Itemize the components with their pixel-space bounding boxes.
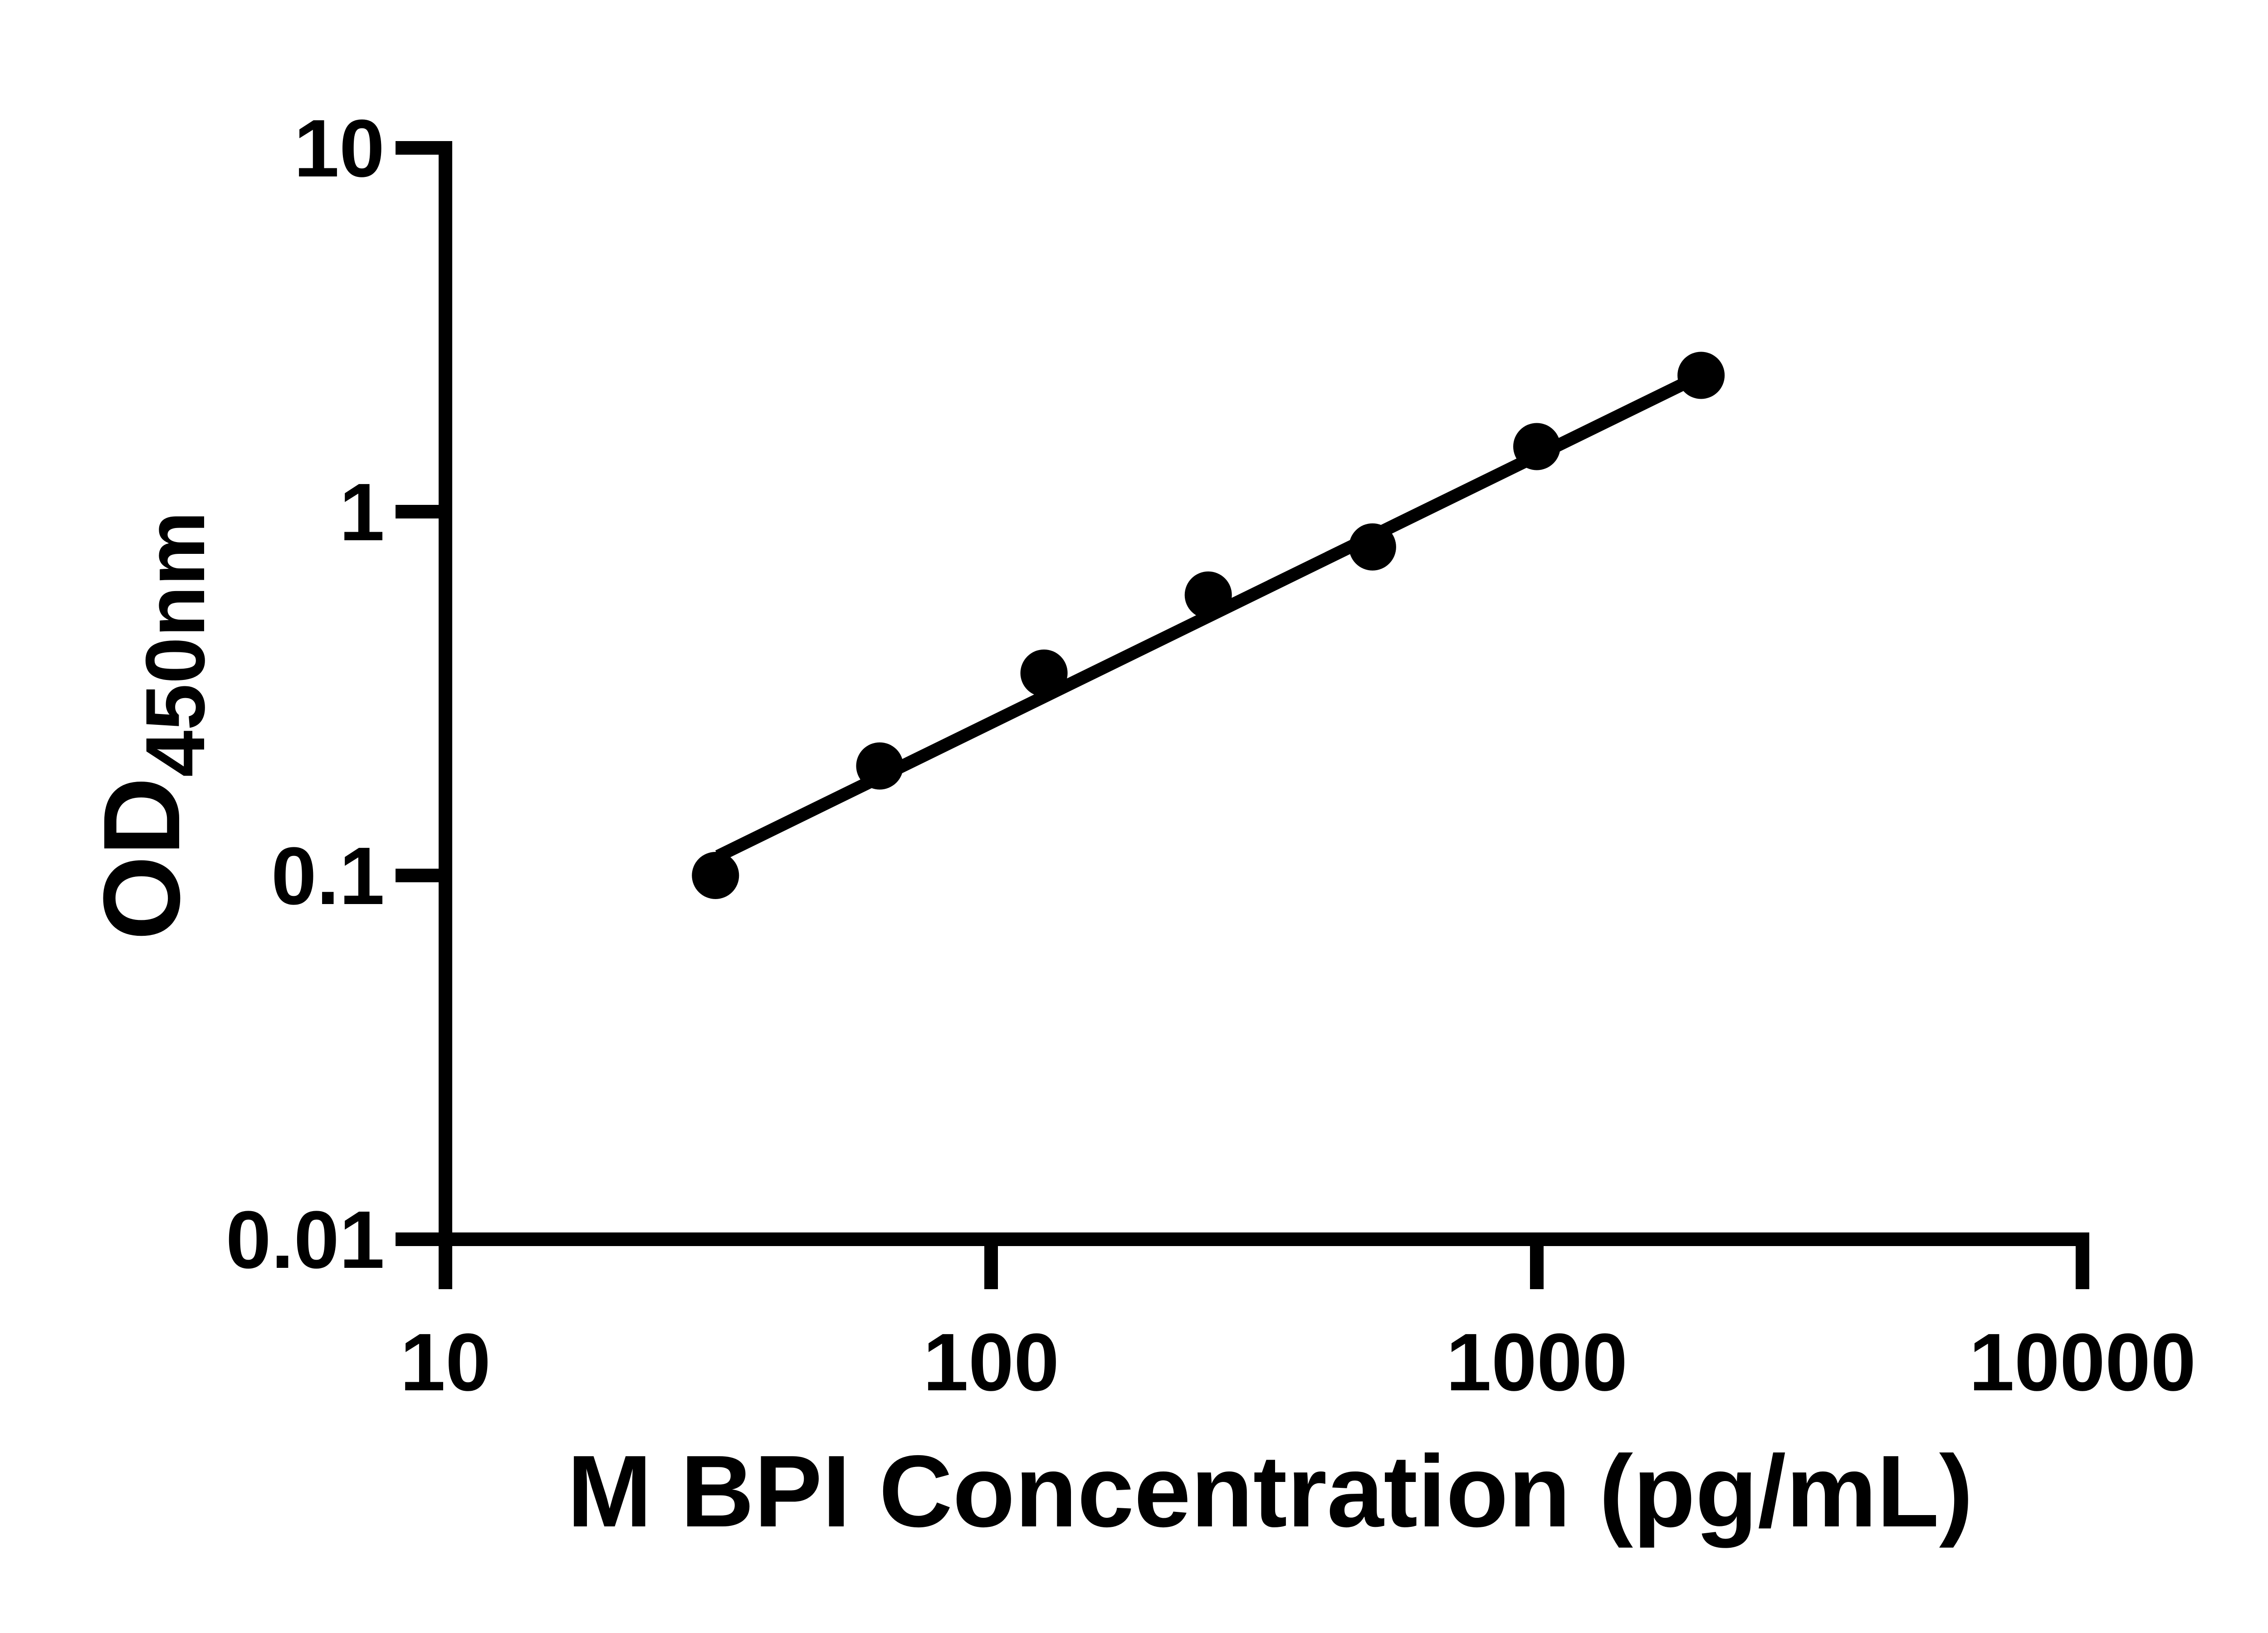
axis-tick-labels: 10 100 1000 10000 0.01 0.1 1 10 xyxy=(226,103,2196,1408)
y-tick-label: 10 xyxy=(294,103,385,194)
data-point xyxy=(856,742,904,790)
data-point xyxy=(1020,649,1068,697)
y-axis-title: OD450nm xyxy=(81,511,222,940)
x-tick-label: 1000 xyxy=(1446,1317,1628,1408)
data-point xyxy=(1677,352,1725,399)
y-tick-label: 1 xyxy=(339,467,385,558)
data-point xyxy=(1184,571,1232,619)
x-tick-label: 10 xyxy=(400,1317,491,1408)
data-point xyxy=(692,852,739,899)
x-tick-label: 100 xyxy=(923,1317,1059,1408)
y-axis-title-subscript: 450nm xyxy=(129,511,222,777)
axes xyxy=(439,141,2089,1246)
y-axis-title-main: OD xyxy=(81,777,202,940)
data-point xyxy=(1349,523,1396,571)
plot-area xyxy=(692,352,1725,899)
data-point xyxy=(1513,423,1560,470)
y-tick-label: 0.1 xyxy=(271,831,385,922)
x-axis-title: M BPI Concentration (pg/mL) xyxy=(567,1434,1973,1548)
y-tick-label: 0.01 xyxy=(226,1194,385,1286)
x-tick-label: 10000 xyxy=(1969,1317,2196,1408)
axis-ticks xyxy=(396,141,2089,1289)
